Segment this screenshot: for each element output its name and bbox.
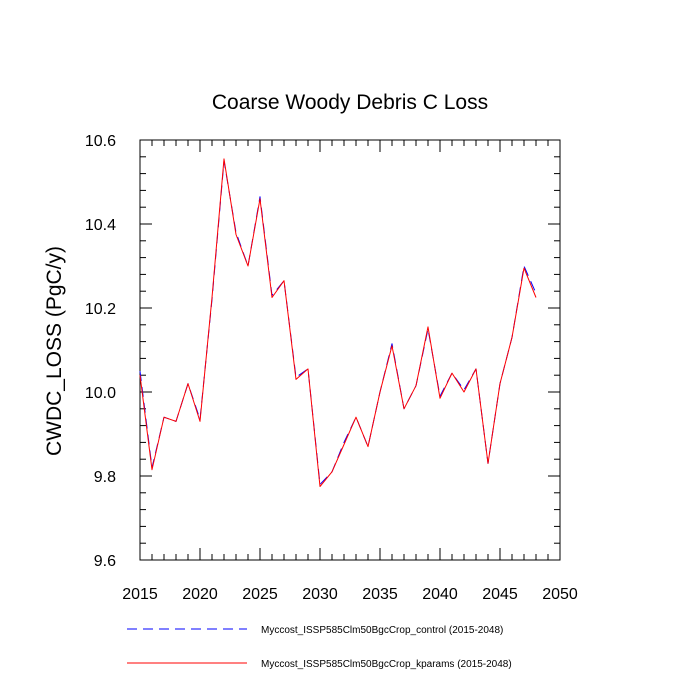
axis-ticks (139, 139, 561, 561)
x-tick-label: 2040 (422, 586, 458, 603)
y-tick-label: 10.4 (85, 217, 116, 234)
x-tick-label: 2035 (362, 586, 398, 603)
series-line-1 (139, 160, 537, 485)
chart-title: Coarse Woody Debris C Loss (212, 91, 488, 114)
y-tick-label: 9.6 (94, 553, 116, 570)
series-lines (139, 158, 537, 487)
x-tick-label: 2025 (242, 586, 278, 603)
x-tick-label: 2045 (482, 586, 518, 603)
plot-frame (139, 139, 561, 561)
x-tick-label: 2050 (542, 586, 578, 603)
y-tick-label: 10.2 (85, 301, 116, 318)
legend: Myccost_ISSP585Clm50BgcCrop_control (201… (127, 625, 512, 670)
legend-label-1: Myccost_ISSP585Clm50BgcCrop_control (201… (261, 625, 503, 636)
y-axis-label: CWDC_LOSS (PgC/y) (43, 246, 66, 456)
series-line-2 (139, 158, 537, 487)
axis-tick-labels: 2015 2020 2025 2030 2035 2040 2045 2050 9.6 9.8 10… (85, 133, 578, 603)
x-tick-label: 2015 (122, 586, 158, 603)
legend-label-2: Myccost_ISSP585Clm50BgcCrop_kparams (201… (261, 659, 512, 670)
y-tick-label: 10.0 (85, 385, 116, 402)
y-tick-label: 9.8 (94, 469, 116, 486)
x-tick-label: 2030 (302, 586, 338, 603)
x-tick-label: 2020 (182, 586, 218, 603)
y-tick-label: 10.6 (85, 133, 116, 150)
